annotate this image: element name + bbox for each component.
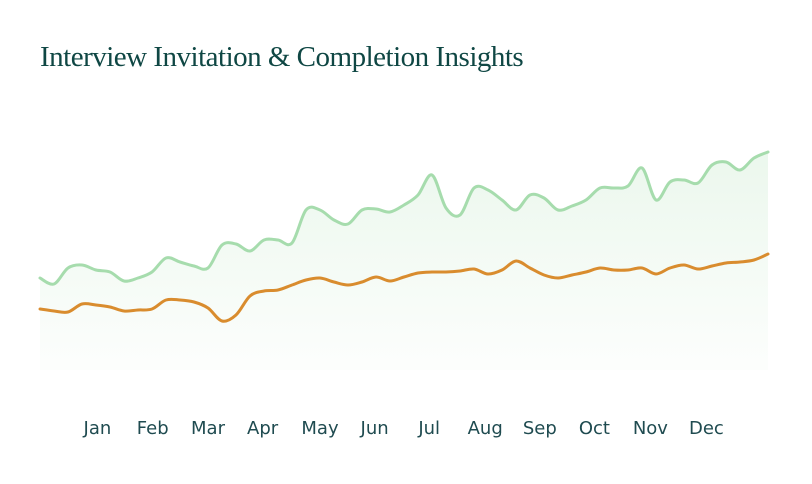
area [40, 152, 768, 370]
x-tick-label: Jul [417, 418, 440, 439]
x-tick-label: Jun [360, 418, 389, 439]
x-tick-label: Oct [579, 418, 610, 439]
x-tick-label: Feb [137, 418, 169, 439]
x-tick-label: Nov [633, 418, 668, 439]
x-tick-label: Sep [523, 418, 557, 439]
x-tick-label: Aug [468, 418, 503, 439]
x-tick-label: Jan [83, 418, 112, 439]
x-tick-label: Dec [689, 418, 724, 439]
x-tick-label: Mar [191, 418, 226, 439]
line [38, 150, 770, 286]
line [38, 252, 770, 323]
x-tick-label: Apr [247, 418, 279, 439]
chart-title: Interview Invitation & Completion Insigh… [40, 41, 523, 73]
x-tick-label: May [301, 418, 339, 439]
